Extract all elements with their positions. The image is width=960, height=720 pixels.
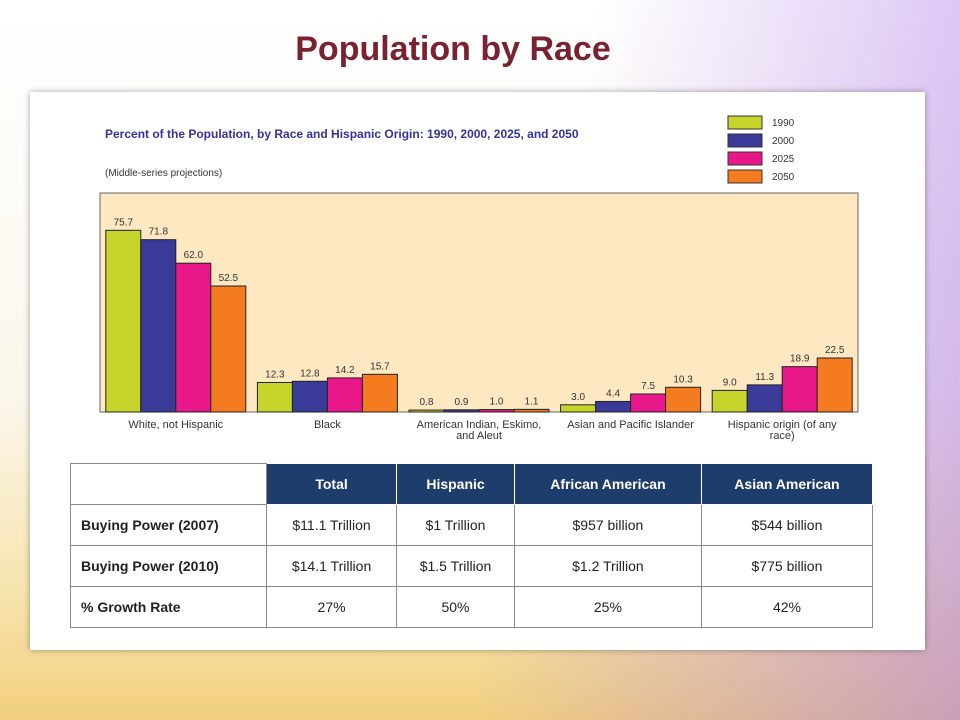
chart-subtitle: Percent of the Population, by Race and H… xyxy=(105,127,579,141)
value-label: 71.8 xyxy=(149,227,169,238)
table-cell: $14.1 Trillion xyxy=(265,545,398,587)
table-cell: $1 Trillion xyxy=(396,504,515,546)
value-label: 14.2 xyxy=(335,365,355,376)
value-label: 9.0 xyxy=(723,377,737,388)
table: Total Hispanic African American Asian Ameri… xyxy=(70,463,874,628)
table-cell: $957 billion xyxy=(513,504,702,546)
bar xyxy=(711,389,748,413)
row-header: Buying Power (2007) xyxy=(70,504,267,546)
table-cell: 50% xyxy=(396,586,515,628)
value-label: 10.3 xyxy=(673,374,693,385)
row-header: Buying Power (2010) xyxy=(70,545,267,587)
table-cell: 25% xyxy=(513,586,702,628)
value-label: 18.9 xyxy=(790,354,810,365)
bar xyxy=(361,373,398,413)
legend-swatch xyxy=(727,151,763,166)
value-label: 0.8 xyxy=(420,397,434,408)
bar xyxy=(513,408,550,413)
slide-title: Population by Race xyxy=(295,30,611,68)
bar xyxy=(781,366,818,413)
bar xyxy=(256,381,293,413)
table-cell: $1.5 Trillion xyxy=(396,545,515,587)
x-tick-label: American Indian, Eskimo, and Aleut xyxy=(416,419,542,442)
table-cell: $544 billion xyxy=(700,504,874,546)
table-corner xyxy=(70,463,267,505)
table-cell: $1.2 Trillion xyxy=(513,545,702,587)
value-label: 62.0 xyxy=(184,250,204,261)
column-header: Hispanic xyxy=(396,463,515,505)
bar xyxy=(140,239,177,413)
value-label: 12.3 xyxy=(265,369,285,380)
column-header: Total xyxy=(265,463,398,505)
bar xyxy=(665,386,702,413)
table-cell: $11.1 Trillion xyxy=(265,504,398,546)
table-cell: 42% xyxy=(700,586,874,628)
legend-label: 2050 xyxy=(772,172,795,183)
chart-note: (Middle-series projections) xyxy=(105,168,222,179)
bar xyxy=(560,404,597,413)
table-cell: $775 billion xyxy=(700,545,874,587)
value-label: 4.4 xyxy=(606,388,620,399)
value-label: 11.3 xyxy=(755,372,774,383)
bar xyxy=(210,285,247,413)
value-label: 1.1 xyxy=(525,396,539,407)
table-row: % Growth Rate 27% 50% 25% 42% xyxy=(70,586,874,628)
legend-label: 1990 xyxy=(772,118,795,129)
legend-swatch xyxy=(727,115,763,130)
x-tick-label: Black xyxy=(313,419,341,431)
table-header-row: Total Hispanic African American Asian Ameri… xyxy=(70,463,874,505)
x-tick-label: White, not Hispanic xyxy=(128,419,224,431)
legend-label: 2000 xyxy=(772,136,795,147)
row-header: % Growth Rate xyxy=(70,586,267,628)
table-cell: 27% xyxy=(265,586,398,628)
legend-swatch xyxy=(727,169,763,184)
value-label: 3.0 xyxy=(571,392,585,403)
bar xyxy=(291,380,328,413)
bar xyxy=(746,384,783,413)
column-header: Asian American xyxy=(700,463,874,505)
bar xyxy=(478,409,515,413)
table-row: Buying Power (2010) $14.1 Trillion $1.5 Tr… xyxy=(70,545,874,587)
value-label: 15.7 xyxy=(370,361,390,372)
bar xyxy=(595,400,632,413)
value-label: 7.5 xyxy=(641,381,655,392)
value-label: 52.5 xyxy=(219,273,239,284)
table-row: Buying Power (2007) $11.1 Trillion $1 Tril… xyxy=(70,504,874,546)
value-label: 0.9 xyxy=(455,397,469,408)
bar xyxy=(175,262,212,413)
column-header: African American xyxy=(513,463,702,505)
bar xyxy=(630,393,667,413)
x-tick-label: Asian and Pacific Islander xyxy=(567,419,694,431)
legend-swatch xyxy=(727,133,763,148)
legend-label: 2025 xyxy=(772,154,795,165)
bar xyxy=(816,357,853,413)
bar xyxy=(443,409,480,413)
value-label: 22.5 xyxy=(825,345,845,356)
bar xyxy=(105,229,142,413)
value-label: 75.7 xyxy=(114,217,134,228)
value-label: 12.8 xyxy=(300,368,320,379)
x-tick-label: Hispanic origin (of any race) xyxy=(727,419,837,442)
bar xyxy=(326,377,363,413)
bar xyxy=(408,409,445,413)
value-label: 1.0 xyxy=(490,397,504,408)
